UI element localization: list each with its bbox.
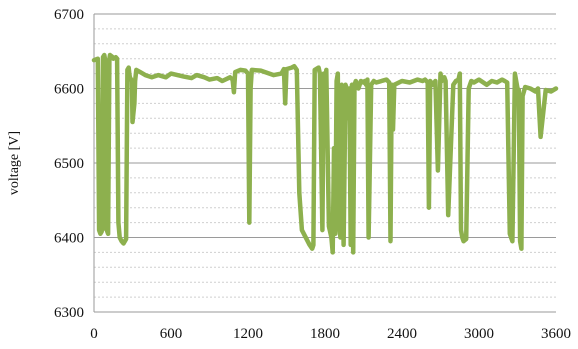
y-tick-label: 6500 [54, 156, 84, 172]
x-tick-label: 3000 [464, 326, 494, 342]
x-tick-label: 0 [90, 326, 98, 342]
y-tick-label: 6700 [54, 7, 84, 23]
series-layer [91, 52, 559, 255]
x-tick-label: 600 [160, 326, 183, 342]
x-tick-label: 1200 [233, 326, 263, 342]
y-tick-label: 6400 [54, 231, 84, 247]
x-tick-label: 1800 [310, 326, 340, 342]
x-tick-labels: 0 600 1200 1800 2400 3000 3600 [90, 326, 571, 342]
y-tick-label: 6600 [54, 82, 84, 98]
y-axis-label: voltage [V] [7, 131, 22, 195]
minor-grid [94, 28, 556, 298]
series-line [91, 52, 559, 255]
y-tick-label: 6300 [54, 305, 84, 321]
x-tick-label: 2400 [387, 326, 417, 342]
y-tick-labels: 6300 6400 6500 6600 6700 [54, 7, 84, 321]
x-tick-label: 3600 [541, 326, 571, 342]
